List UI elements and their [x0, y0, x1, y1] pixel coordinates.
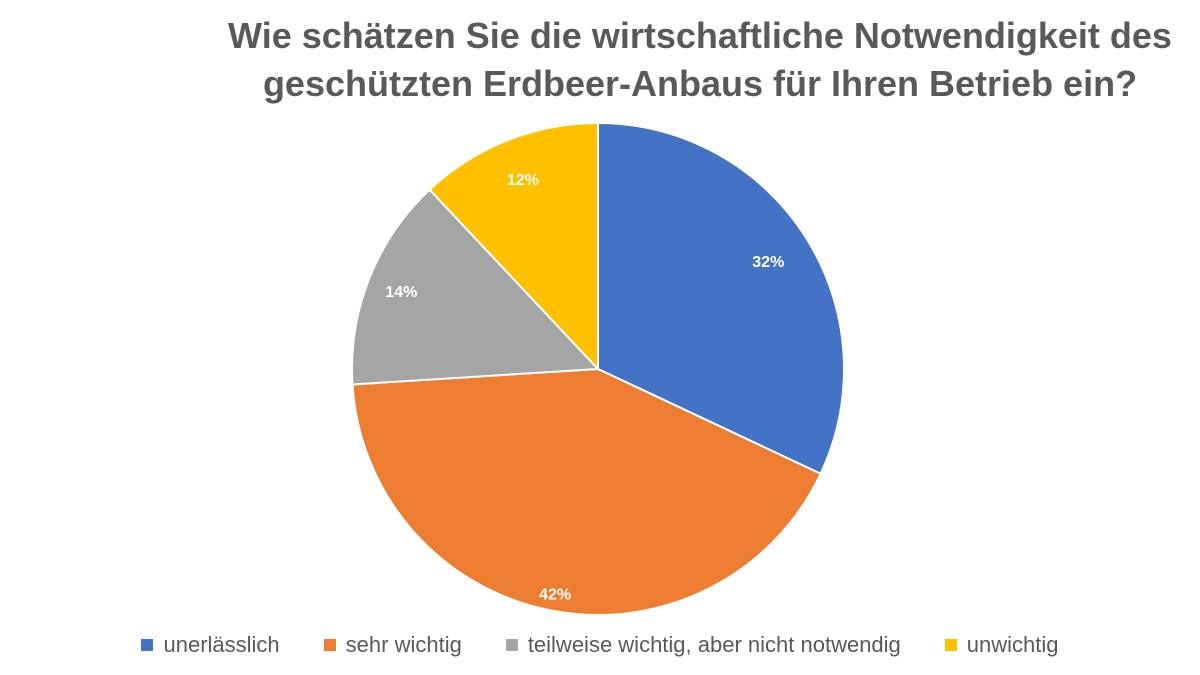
slice-teilweise-wichtig	[351, 188, 601, 386]
slice-unwichtig	[428, 121, 599, 372]
slice-unerlasslich	[597, 121, 845, 476]
legend-swatch	[505, 639, 518, 651]
legend-label: unwichtig	[966, 632, 1059, 657]
legend-label: sehr wichtig	[345, 632, 462, 657]
legend-item-unerlasslich: unerlässlich	[141, 632, 280, 658]
legend-label: unerlässlich	[163, 632, 280, 657]
data-label: 32%	[752, 254, 784, 271]
data-label: 42%	[539, 587, 571, 604]
data-label: 14%	[385, 284, 417, 301]
legend-swatch	[323, 639, 336, 651]
legend-label: teilweise wichtig, aber nicht notwendig	[527, 632, 901, 657]
chart-title-line-2: geschützten Erdbeer-Anbaus für Ihren Bet…	[262, 63, 1138, 104]
chart-title: Wie schätzen Sie die wirtschaftliche Not…	[190, 12, 1200, 108]
data-label: 12%	[507, 172, 539, 189]
legend-item-unwichtig: unwichtig	[944, 632, 1059, 658]
legend-swatch	[141, 639, 154, 651]
legend-item-sehr-wichtig: sehr wichtig	[323, 632, 462, 658]
chart-legend: unerlässlich sehr wichtig teilweise wich…	[0, 632, 1200, 658]
legend-swatch	[944, 639, 957, 651]
legend-item-teilweise-wichtig: teilweise wichtig, aber nicht notwendig	[505, 632, 901, 658]
slice-sehr-wichtig	[351, 367, 822, 616]
chart-title-line-1: Wie schätzen Sie die wirtschaftliche Not…	[228, 15, 1172, 56]
